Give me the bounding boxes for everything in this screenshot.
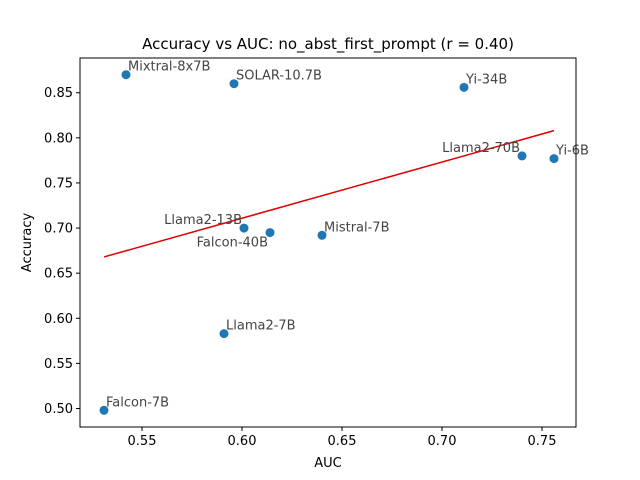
data-point bbox=[219, 329, 229, 339]
point-label: Yi-34B bbox=[465, 72, 507, 87]
point-label: Falcon-7B bbox=[106, 395, 169, 410]
x-tick-label: 0.75 bbox=[528, 434, 557, 449]
plot-frame bbox=[79, 57, 577, 428]
point-label: Falcon-40B bbox=[197, 236, 268, 251]
y-tick-label: 0.55 bbox=[44, 357, 73, 372]
regression-line bbox=[103, 129, 555, 258]
point-label: Llama2-13B bbox=[164, 213, 242, 228]
point-label: Mixtral-8x7B bbox=[128, 60, 210, 75]
x-tick-label: 0.65 bbox=[328, 434, 357, 449]
x-axis: 0.55 0.60 0.65 0.70 0.75 bbox=[128, 427, 557, 449]
point-label: Yi-6B bbox=[555, 144, 589, 159]
point-label: Llama2-70B bbox=[442, 141, 520, 156]
y-tick-label: 0.85 bbox=[44, 86, 73, 101]
x-tick-label: 0.60 bbox=[228, 434, 257, 449]
point-label: SOLAR-10.7B bbox=[236, 69, 322, 84]
y-tick-label: 0.60 bbox=[44, 312, 73, 327]
data-point bbox=[99, 405, 109, 415]
data-point bbox=[549, 154, 559, 164]
data-point bbox=[121, 70, 131, 80]
point-label: Mistral-7B bbox=[324, 220, 390, 235]
data-point bbox=[265, 228, 275, 238]
point-label: Llama2-7B bbox=[226, 319, 296, 334]
y-tick-label: 0.50 bbox=[44, 402, 73, 417]
y-axis: 0.50 0.55 0.60 0.65 0.70 0.75 0.80 0.85 bbox=[44, 86, 80, 417]
chart-title: Accuracy vs AUC: no_abst_first_prompt (r… bbox=[142, 35, 514, 54]
x-axis-label: AUC bbox=[314, 456, 342, 471]
data-point bbox=[517, 151, 527, 161]
y-tick-label: 0.80 bbox=[44, 131, 73, 146]
data-point bbox=[229, 79, 239, 89]
y-tick-label: 0.70 bbox=[44, 222, 73, 237]
x-tick-label: 0.70 bbox=[428, 434, 457, 449]
y-tick-label: 0.65 bbox=[44, 267, 73, 282]
data-point bbox=[239, 223, 249, 233]
y-axis-label: Accuracy bbox=[20, 213, 35, 273]
data-point bbox=[459, 82, 469, 92]
y-tick-label: 0.75 bbox=[44, 176, 73, 191]
data-point bbox=[317, 230, 327, 240]
plot-area: Mixtral-8x7B SOLAR-10.7B Yi-34B Llama2-70B Y… bbox=[79, 57, 589, 428]
x-tick-label: 0.55 bbox=[128, 434, 157, 449]
